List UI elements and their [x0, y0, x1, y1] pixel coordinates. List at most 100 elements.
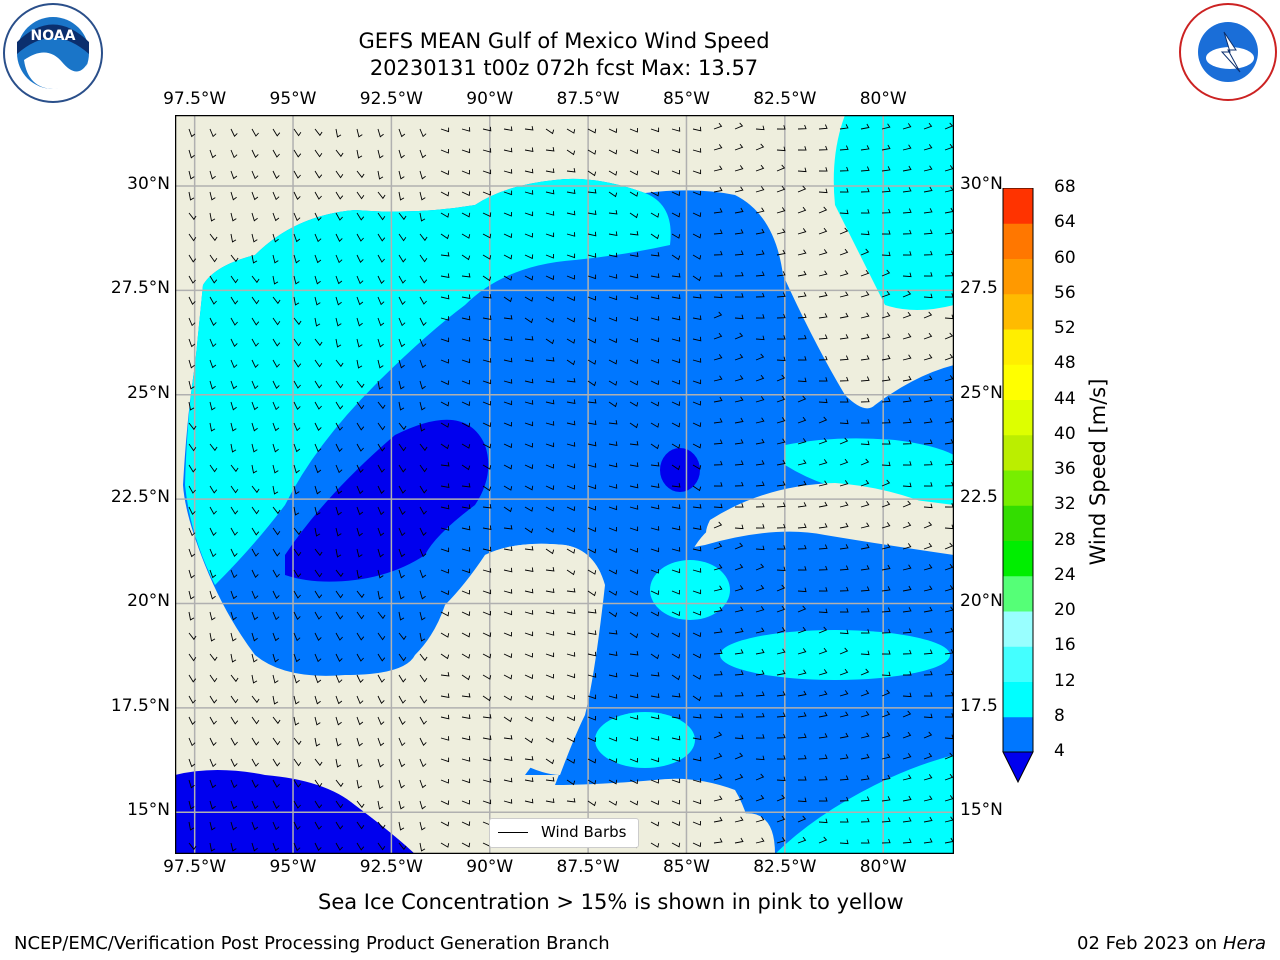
wind-barb — [398, 842, 407, 851]
wind-barb — [713, 795, 723, 802]
colorbar-tick-label: 44 — [1054, 388, 1076, 409]
wind-barb — [545, 758, 555, 765]
wind-barb — [482, 422, 492, 428]
legend-line-icon — [498, 832, 528, 833]
wind-barb — [818, 523, 828, 529]
wind-barb — [734, 271, 744, 277]
wind-barb — [839, 711, 849, 718]
wind-barb — [713, 311, 723, 319]
wind-barb — [797, 733, 807, 739]
wind-barb — [566, 296, 576, 302]
wind-barb — [608, 484, 618, 489]
wind-barb — [209, 212, 216, 222]
wind-barb — [398, 317, 406, 327]
lat-tick-label-left: 22.5°N — [110, 487, 170, 508]
wind-barb — [587, 231, 597, 237]
wind-barb — [314, 359, 323, 368]
wind-barb — [587, 359, 597, 365]
wind-barb — [503, 567, 513, 573]
wind-barb — [419, 422, 426, 432]
wind-barb — [776, 648, 786, 655]
wind-barb — [818, 626, 828, 634]
wind-barb — [797, 313, 807, 319]
wind-barb — [734, 524, 744, 530]
wind-barb — [545, 296, 555, 302]
wind-barb — [608, 800, 618, 806]
wind-barb — [398, 191, 405, 201]
colorbar-segment — [1003, 364, 1033, 400]
wind-barb — [860, 817, 870, 823]
calm-patch-2 — [660, 448, 700, 492]
wind-barb — [461, 127, 471, 132]
wind-barb — [188, 779, 195, 789]
wind-barb — [377, 233, 386, 242]
wind-barb — [902, 753, 912, 760]
wind-barb — [797, 334, 807, 340]
wind-barb — [608, 548, 618, 554]
wind-barb — [251, 695, 260, 704]
wind-barb — [629, 757, 639, 763]
wind-barb — [587, 380, 597, 387]
wind-barb — [482, 254, 492, 260]
wind-barb — [377, 653, 386, 662]
wind-barb — [545, 378, 555, 383]
wind-barb — [377, 590, 384, 600]
wind-barb — [335, 380, 344, 389]
wind-barb — [209, 653, 218, 662]
wind-barb — [755, 755, 765, 761]
wind-barb — [314, 527, 321, 537]
wind-barb — [671, 568, 681, 574]
wind-barb — [860, 376, 870, 382]
wind-barb — [503, 336, 513, 341]
wind-barb — [797, 605, 807, 613]
wind-barb — [272, 401, 280, 411]
wind-barb — [776, 627, 786, 634]
wind-barb — [650, 401, 660, 407]
wind-barb — [860, 458, 870, 466]
wind-barb — [188, 233, 197, 242]
wind-barb — [923, 250, 933, 256]
wind-barb — [881, 269, 891, 277]
wind-barb — [272, 338, 281, 347]
wind-barb — [650, 148, 660, 154]
wind-barb — [293, 464, 300, 474]
wind-barb — [461, 254, 471, 261]
wind-barb — [335, 527, 342, 537]
wind-barb — [923, 354, 933, 361]
wind-barb — [524, 527, 534, 534]
wind-barb — [482, 735, 492, 740]
wind-barb — [440, 316, 450, 321]
wind-barb — [503, 126, 513, 131]
wind-barb — [839, 124, 849, 130]
wind-barb — [797, 249, 807, 256]
wind-barb — [188, 737, 196, 747]
wind-barb — [818, 145, 828, 151]
wind-barb — [566, 274, 576, 280]
wind-barb — [797, 690, 807, 697]
wind-barb — [881, 710, 891, 718]
wind-barb — [419, 170, 426, 180]
wind-barb — [272, 422, 280, 432]
wind-barb — [923, 795, 933, 802]
wind-barb — [713, 122, 723, 130]
wind-barb — [293, 212, 301, 222]
wind-barb — [755, 773, 765, 781]
wind-barb — [209, 800, 216, 810]
wind-barb — [293, 758, 302, 767]
lon-tick-label-top: 92.5°W — [359, 89, 423, 109]
wind-barb — [671, 464, 681, 471]
wind-barb — [398, 485, 406, 494]
wind-barb — [503, 506, 513, 513]
wind-barb — [209, 317, 217, 326]
wind-barb — [839, 565, 849, 571]
wind-barb — [776, 605, 786, 613]
wind-barb — [503, 400, 513, 406]
colorbar-tick-label: 68 — [1054, 177, 1076, 197]
wind-barb — [545, 798, 555, 803]
wind-barb — [377, 359, 384, 369]
wind-barb — [545, 357, 555, 362]
wind-barb — [923, 670, 933, 676]
wind-barb — [503, 169, 513, 174]
wind-barb — [902, 564, 912, 571]
wind-barb — [524, 254, 534, 260]
